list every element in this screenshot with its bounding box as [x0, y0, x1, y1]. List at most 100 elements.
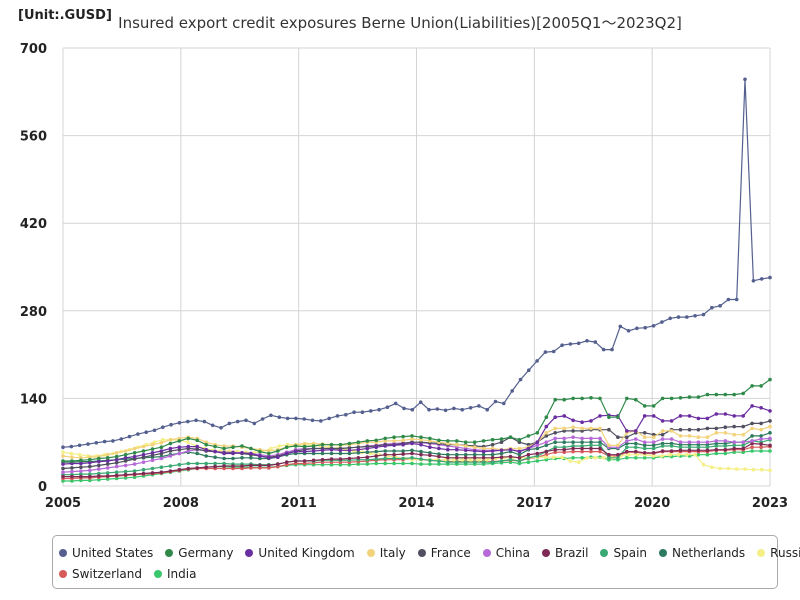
- data-point: [186, 461, 191, 466]
- data-point: [410, 437, 414, 441]
- data-point: [302, 459, 307, 463]
- data-point: [401, 438, 405, 443]
- data-point: [580, 444, 584, 448]
- data-point: [338, 462, 343, 467]
- data-point: [551, 455, 556, 460]
- data-point: [601, 347, 606, 352]
- data-point: [136, 432, 140, 436]
- data-point: [544, 443, 549, 448]
- data-point: [159, 456, 164, 461]
- data-point: [472, 460, 477, 465]
- data-point: [768, 468, 772, 473]
- data-point: [123, 452, 128, 457]
- data-point: [768, 275, 772, 280]
- data-point: [517, 446, 522, 451]
- data-point: [678, 396, 683, 400]
- data-point: [276, 455, 280, 460]
- legend-item: Netherlands: [659, 546, 745, 560]
- data-point: [294, 416, 298, 421]
- data-point: [204, 454, 208, 458]
- data-point: [643, 325, 647, 330]
- data-point: [213, 444, 217, 449]
- data-point: [437, 446, 441, 451]
- data-point: [401, 434, 405, 439]
- data-point: [678, 434, 683, 438]
- data-point: [88, 472, 92, 476]
- data-point: [741, 446, 745, 451]
- data-point: [571, 444, 575, 448]
- legend-marker: [600, 548, 609, 557]
- data-point: [535, 440, 540, 445]
- data-point: [723, 431, 728, 435]
- data-point: [678, 427, 683, 432]
- data-point: [195, 444, 199, 449]
- data-point: [276, 464, 280, 469]
- data-point: [150, 451, 155, 455]
- legend-item: Russia: [757, 546, 800, 560]
- data-point: [437, 462, 441, 466]
- data-point: [419, 440, 423, 445]
- data-point: [150, 458, 155, 463]
- data-point: [714, 441, 719, 446]
- data-point: [186, 436, 191, 441]
- data-point: [61, 454, 65, 458]
- data-point: [625, 396, 629, 401]
- data-point: [132, 472, 137, 476]
- data-point: [750, 426, 754, 431]
- data-point: [365, 446, 370, 451]
- data-point: [714, 412, 719, 416]
- data-point: [219, 426, 223, 430]
- data-point: [687, 440, 692, 445]
- data-point: [669, 441, 674, 446]
- data-point: [678, 440, 683, 445]
- data-point: [768, 449, 772, 453]
- data-point: [734, 297, 739, 302]
- data-point: [79, 478, 83, 483]
- data-point: [446, 441, 450, 446]
- data-point: [610, 347, 614, 352]
- data-point: [177, 467, 182, 472]
- data-point: [634, 449, 638, 454]
- legend-marker: [417, 548, 426, 557]
- data-point: [347, 456, 352, 461]
- legend-marker: [757, 548, 766, 557]
- data-point: [714, 392, 719, 397]
- data-point: [678, 414, 683, 418]
- data-point: [568, 342, 573, 346]
- data-point: [634, 429, 638, 433]
- data-point: [598, 426, 602, 431]
- data-point: [114, 473, 119, 478]
- data-point: [759, 421, 763, 426]
- data-point: [535, 454, 540, 458]
- data-point: [750, 445, 754, 450]
- data-point: [428, 436, 432, 441]
- data-point: [768, 443, 772, 448]
- data-point: [79, 465, 83, 470]
- data-point: [517, 449, 522, 454]
- data-point: [119, 437, 123, 441]
- data-point: [452, 406, 456, 411]
- data-point: [186, 449, 191, 453]
- data-point: [499, 459, 504, 463]
- data-point: [410, 448, 414, 453]
- legend-row: United States Germany United Kingdom Italy F…: [59, 542, 800, 563]
- data-point: [88, 464, 92, 469]
- legend-marker: [245, 548, 254, 557]
- data-point: [705, 392, 710, 397]
- data-point: [186, 466, 191, 471]
- data-point: [240, 464, 244, 468]
- data-point: [642, 446, 647, 451]
- data-point: [114, 470, 119, 475]
- data-point: [490, 456, 495, 460]
- data-point: [240, 451, 244, 455]
- data-point: [267, 456, 271, 460]
- data-point: [750, 441, 754, 446]
- legend-label: Germany: [178, 545, 234, 560]
- data-point: [177, 447, 182, 452]
- data-point: [79, 461, 83, 466]
- data-point: [97, 467, 101, 471]
- data-point: [150, 447, 155, 451]
- data-point: [132, 469, 137, 473]
- data-point: [553, 436, 557, 441]
- data-point: [302, 417, 307, 421]
